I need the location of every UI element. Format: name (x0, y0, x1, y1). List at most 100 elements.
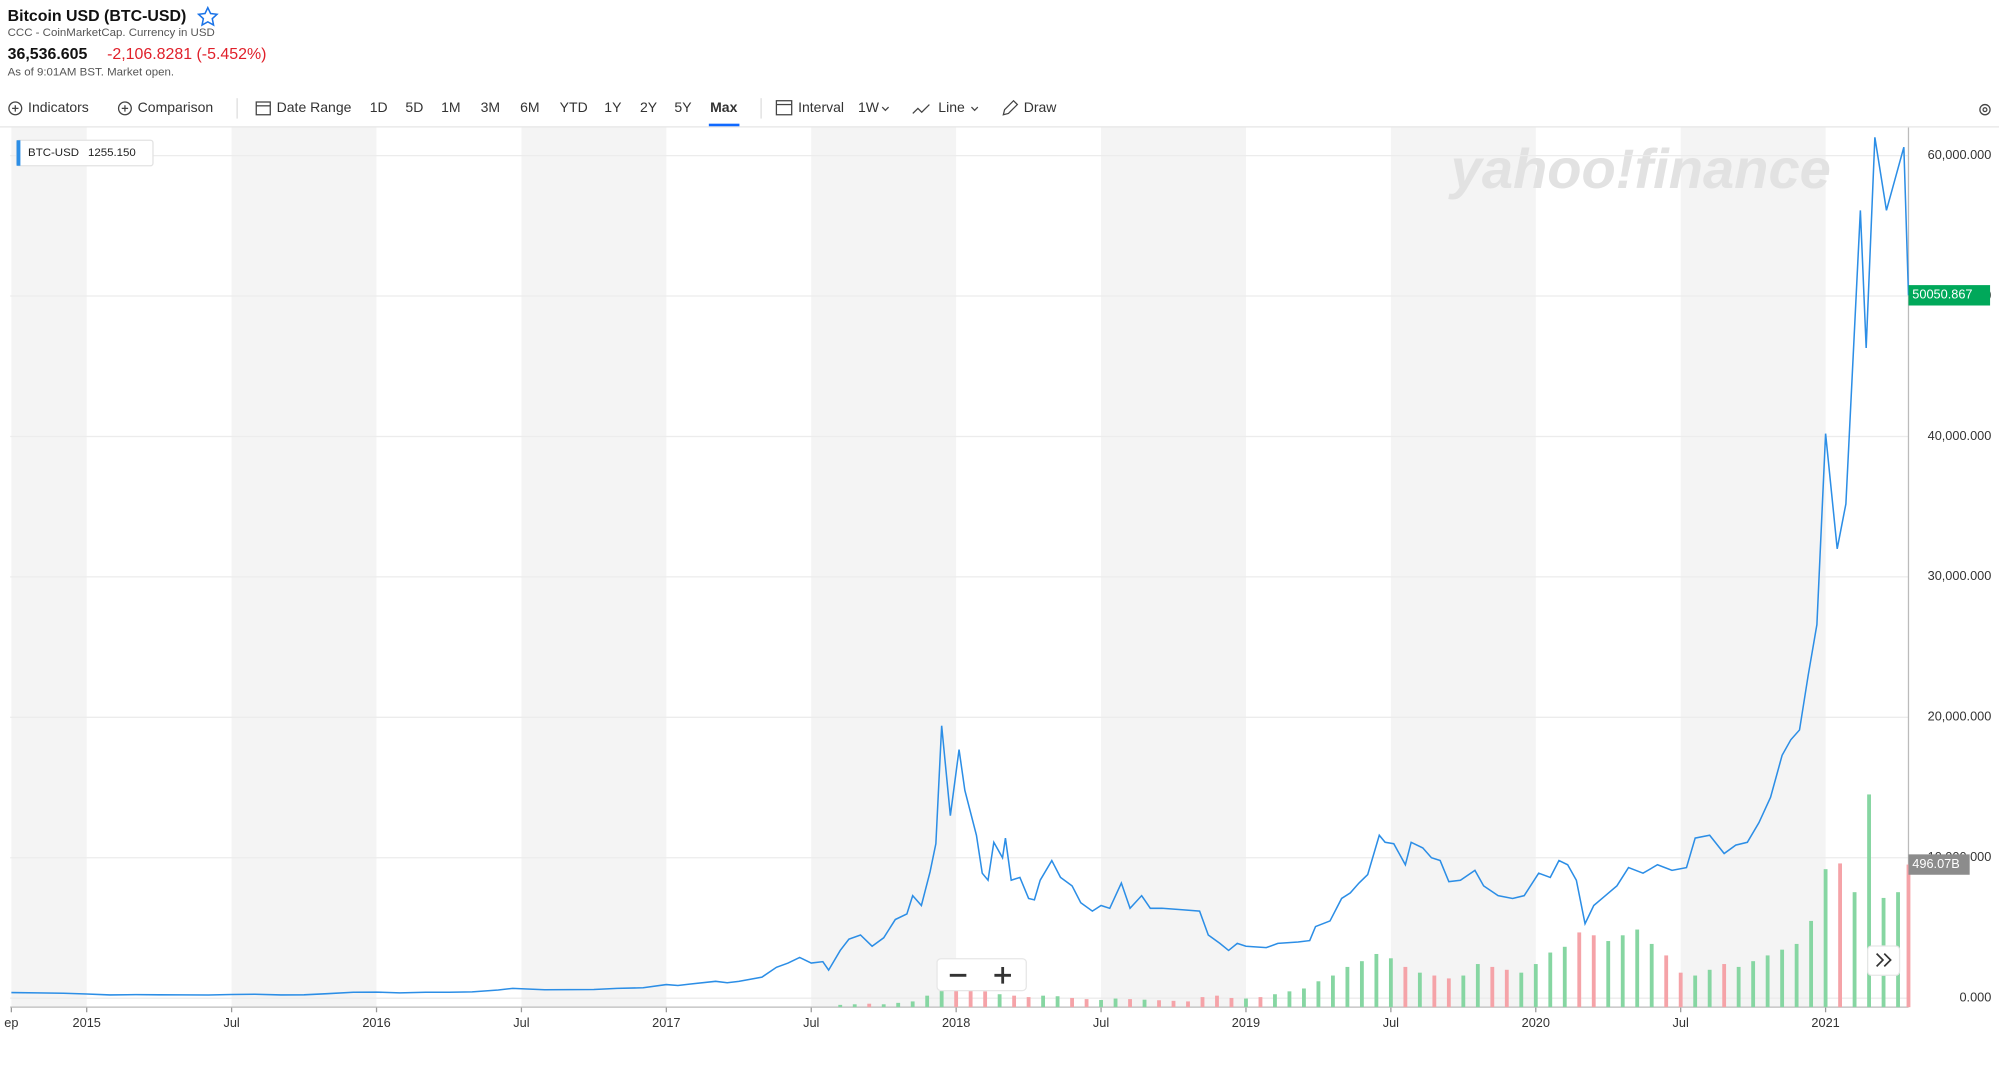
icon (117, 101, 132, 116)
volume-bar (997, 994, 1002, 1008)
x-tick-label: Jul (1673, 1015, 1689, 1030)
range-button[interactable]: 1M (441, 99, 460, 115)
volume-bar (1070, 997, 1074, 1008)
title: Bitcoin USD (BTC-USD) (8, 8, 187, 25)
icon (1982, 107, 1988, 113)
range-button[interactable]: 3M (481, 99, 500, 115)
volume-bar (1142, 999, 1147, 1008)
volume-bar (1099, 999, 1103, 1008)
scroll-end-button[interactable] (1867, 945, 1901, 976)
volume-bar (1765, 955, 1770, 1008)
volume-bar (1490, 966, 1495, 1008)
indicators-button[interactable]: Indicators (28, 99, 89, 115)
volume-bar (1809, 920, 1814, 1008)
x-tick-label: 2015 (73, 1015, 101, 1030)
x-tick-label: 2019 (1232, 1015, 1260, 1030)
icon (12, 105, 19, 112)
icon (1002, 99, 1019, 116)
x-tick-label: 2020 (1522, 1015, 1550, 1030)
x-tick-label: 2021 (1811, 1015, 1839, 1030)
date-range-button[interactable]: Date Range (277, 99, 352, 115)
volume-bar (1591, 935, 1596, 1008)
volume-bar (1635, 929, 1640, 1008)
volume-bar (1678, 972, 1683, 1008)
volume-bar (1258, 997, 1263, 1008)
volume-bar (1157, 1000, 1161, 1008)
chart-type-button[interactable]: Line (938, 99, 965, 115)
price-change: -2,106.8281 (-5.452%) (107, 46, 266, 63)
range-button[interactable]: 6M (520, 99, 539, 115)
interval-label[interactable]: Interval (798, 99, 844, 115)
volume-bar (881, 1004, 886, 1008)
tooltip-series: BTC-USD (28, 147, 79, 159)
volume-bar (1041, 995, 1046, 1008)
volume-bar (1113, 998, 1118, 1008)
volume-bar (867, 1003, 872, 1008)
volume-bar (1403, 966, 1408, 1008)
caret (971, 106, 979, 112)
interval-value[interactable]: 1W (858, 99, 880, 115)
y-tick-label: 30,000.000 (1928, 568, 1992, 583)
icon (775, 100, 793, 116)
volume-bar (1055, 996, 1060, 1008)
toolbar: Indicators Comparison Date Range 1D 5D 1M 3… (0, 98, 1999, 128)
x-tick-label: 2017 (652, 1015, 680, 1030)
y-tick-label: 40,000.000 (1928, 428, 1992, 443)
volume-bar (1244, 998, 1248, 1008)
y-tick-label: 20,000.000 (1928, 709, 1992, 724)
volume-bar (1374, 953, 1379, 1008)
volume-bar (1664, 955, 1669, 1008)
volume-bar (954, 984, 959, 1008)
volume-bar (1838, 863, 1843, 1008)
period-band (811, 127, 957, 1008)
range-button[interactable]: Max (710, 99, 737, 115)
volume-bar (1345, 966, 1350, 1008)
x-tick-label: Jul (803, 1015, 819, 1030)
range-button[interactable]: 5Y (674, 99, 692, 115)
tooltip-marker (16, 140, 21, 166)
period-band (1680, 127, 1826, 1008)
volume-bar (1432, 975, 1437, 1008)
volume-bar (1649, 943, 1654, 1008)
period-band (231, 127, 377, 1008)
volume-bar (1722, 964, 1727, 1008)
volume-bar (925, 995, 930, 1008)
volume-bar (1417, 972, 1422, 1008)
volume-bar (1388, 958, 1393, 1008)
volume-bar (1794, 943, 1799, 1008)
x-tick-label: Jul (223, 1015, 239, 1030)
volume-bar (1606, 941, 1611, 1008)
watermark: yahoo!finance (1448, 137, 1831, 200)
volume-bar (1200, 997, 1205, 1008)
draw-button[interactable]: Draw (1024, 99, 1058, 115)
volume-bar (910, 1001, 915, 1008)
price: 36,536.605 (8, 46, 88, 63)
tooltip-value: 1255.150 (88, 147, 136, 159)
watchlist-star[interactable] (196, 5, 219, 27)
range-button[interactable]: YTD (560, 99, 588, 115)
range-button[interactable]: 1Y (604, 99, 622, 115)
volume-bar (852, 1004, 857, 1008)
range-underline (708, 123, 740, 127)
volume-bar (1548, 952, 1553, 1008)
period-band (1101, 127, 1246, 1008)
range-button[interactable]: 1D (370, 99, 388, 115)
x-tick-label: 2018 (942, 1015, 970, 1030)
caret (881, 106, 890, 112)
volume-bar (838, 1004, 843, 1008)
comparison-button[interactable]: Comparison (138, 99, 214, 115)
volume-bar (1273, 994, 1277, 1008)
zoom-in-button[interactable] (994, 967, 1011, 984)
volume-bar (1736, 966, 1741, 1008)
x-tick-label: Jul (513, 1015, 529, 1030)
volume-bar (1707, 969, 1712, 1008)
settings-button[interactable] (1979, 103, 1991, 116)
volume-bar (1302, 988, 1306, 1008)
volume-bar (1867, 794, 1871, 1008)
volume-bar (1533, 964, 1538, 1008)
range-button[interactable]: 2Y (640, 99, 658, 115)
volume-bar (1751, 961, 1756, 1008)
volume-bar (1128, 999, 1132, 1008)
range-button[interactable]: 5D (405, 99, 423, 115)
